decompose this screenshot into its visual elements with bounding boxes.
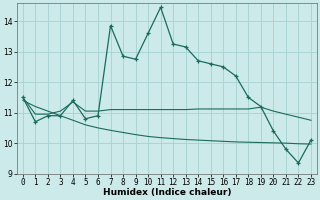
X-axis label: Humidex (Indice chaleur): Humidex (Indice chaleur) bbox=[103, 188, 231, 197]
